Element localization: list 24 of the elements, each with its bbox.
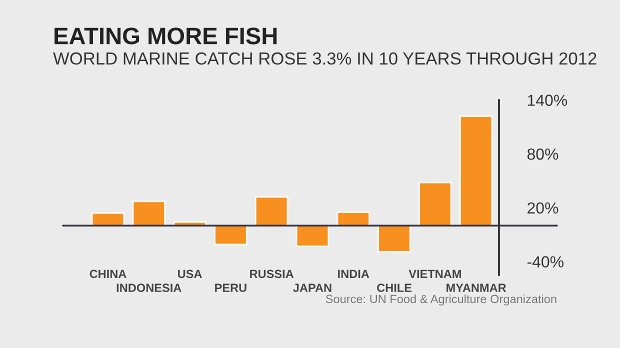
x-tick-label: CHILE — [377, 284, 412, 292]
chart-title: EATING MORE FISH — [54, 28, 277, 44]
bar — [214, 224, 248, 246]
bar — [418, 182, 452, 226]
chart-subtitle: WORLD MARINE CATCH ROSE 3.3% IN 10 YEARS THROUGH 2012 — [53, 52, 596, 65]
x-tick-label: INDONESIA — [116, 284, 182, 292]
y-tick-label: -40% — [527, 256, 564, 268]
bar — [459, 115, 493, 226]
y-tick-label: 20% — [528, 202, 558, 214]
source-note: Source: UN Food & Agriculture Organization — [326, 294, 556, 306]
bar — [132, 200, 166, 226]
bar — [296, 224, 330, 247]
bar — [254, 196, 288, 226]
y-tick-label: 140% — [528, 94, 568, 106]
y-tick-label: 80% — [527, 148, 558, 160]
bar — [378, 224, 411, 252]
x-tick-label: MYANMAR — [446, 284, 506, 292]
x-tick-label: USA — [178, 270, 202, 278]
x-tick-label: JAPAN — [293, 284, 332, 292]
x-tick-label: INDIA — [338, 270, 370, 278]
x-tick-label: VIETNAM — [408, 270, 461, 278]
x-tick-label: PERU — [215, 284, 246, 292]
x-tick-label: CHINA — [90, 270, 126, 278]
x-tick-label: RUSSIA — [250, 270, 294, 278]
